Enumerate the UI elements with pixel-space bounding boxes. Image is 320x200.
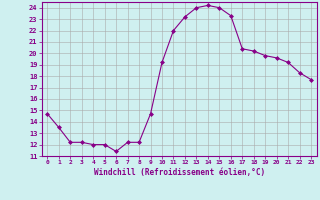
X-axis label: Windchill (Refroidissement éolien,°C): Windchill (Refroidissement éolien,°C) [94,168,265,177]
